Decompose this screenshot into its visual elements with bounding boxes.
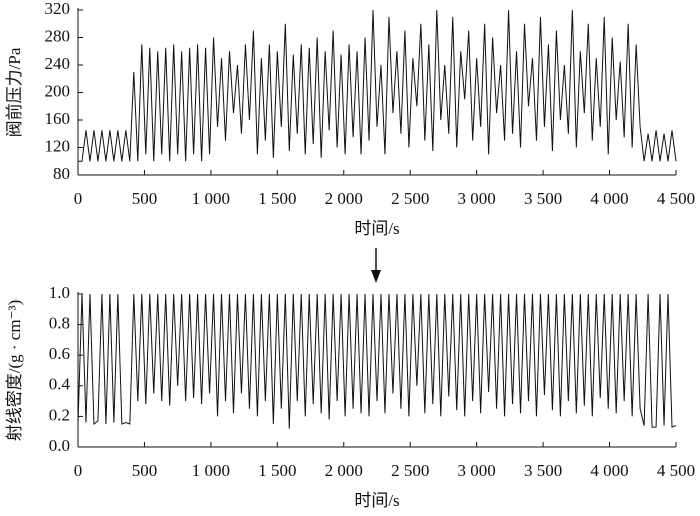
y-tick-label: 280 xyxy=(45,26,71,45)
y-tick-label: 0.2 xyxy=(49,405,70,424)
x-axis-label: 时间/s xyxy=(354,491,399,510)
x-tick-label: 1 500 xyxy=(258,461,296,480)
y-tick-label: 120 xyxy=(45,136,71,155)
y-tick-label: 0.6 xyxy=(49,344,70,363)
x-tick-label: 3 000 xyxy=(458,189,496,208)
x-tick-label: 4 500 xyxy=(657,461,695,480)
x-tick-label: 3 000 xyxy=(458,461,496,480)
x-tick-label: 2 500 xyxy=(391,461,429,480)
x-tick-label: 0 xyxy=(74,461,83,480)
x-tick-label: 3 500 xyxy=(524,461,562,480)
x-tick-label: 1 000 xyxy=(192,189,230,208)
x-tick-label: 2 500 xyxy=(391,189,429,208)
y-tick-label: 240 xyxy=(45,54,71,73)
x-tick-label: 4 000 xyxy=(590,189,628,208)
x-tick-label: 2 000 xyxy=(325,461,363,480)
x-tick-label: 1 500 xyxy=(258,189,296,208)
x-tick-label: 4 000 xyxy=(590,461,628,480)
y-tick-label: 320 xyxy=(45,0,71,18)
x-tick-label: 500 xyxy=(132,461,158,480)
x-tick-label: 1 000 xyxy=(192,461,230,480)
x-tick-label: 2 000 xyxy=(325,189,363,208)
arrow xyxy=(371,248,381,283)
y-tick-label: 0.8 xyxy=(49,314,70,333)
y-tick-label: 80 xyxy=(53,164,70,183)
x-axis-label: 时间/s xyxy=(354,219,399,238)
y-axis-label: 射线密度/(g · cm⁻³) xyxy=(5,300,24,442)
y-axis-label: 阀前压力/Pa xyxy=(5,47,24,137)
data-line xyxy=(77,293,677,429)
y-tick-label: 0.0 xyxy=(49,436,70,455)
data-line xyxy=(78,9,677,162)
x-tick-label: 0 xyxy=(74,189,83,208)
y-tick-label: 200 xyxy=(45,81,71,100)
y-tick-label: 160 xyxy=(45,109,71,128)
x-tick-label: 4 500 xyxy=(657,189,695,208)
x-tick-label: 500 xyxy=(132,189,158,208)
y-tick-label: 0.4 xyxy=(49,375,71,394)
y-tick-label: 1.0 xyxy=(49,283,70,302)
x-tick-label: 3 500 xyxy=(524,189,562,208)
